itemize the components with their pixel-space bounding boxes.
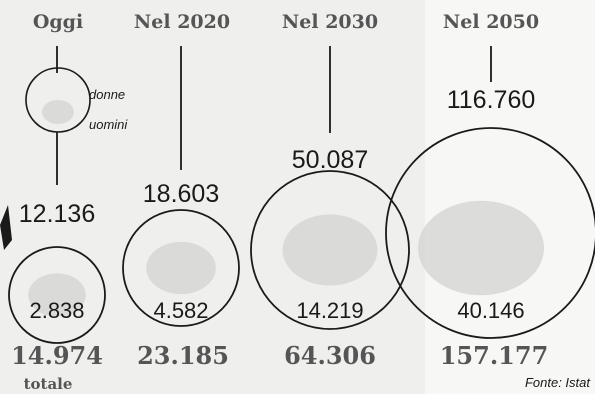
legend-male-label: uomini (89, 117, 128, 132)
female-value-0: 12.136 (19, 200, 95, 228)
legend-bubble (25, 67, 91, 133)
total-value-0: 14.974 (11, 341, 103, 370)
male-value-3: 40.146 (457, 298, 524, 323)
male-value-0: 2.838 (29, 298, 84, 323)
female-value-1: 18.603 (143, 180, 219, 208)
chart-column-2: 50.087 14.219 64.306 (250, 46, 410, 370)
column-header-2: Nel 2030 (282, 11, 378, 33)
male-value-1: 4.582 (153, 298, 208, 323)
chart-columns: 12.136 2.838 14.974 18.603 4.582 23.185 50.087… (8, 46, 595, 370)
torn-edge-shape (0, 205, 12, 250)
bubble-shading-3 (418, 200, 544, 296)
total-value-1: 23.185 (137, 341, 229, 370)
chart-column-0: 12.136 2.838 14.974 (8, 46, 106, 370)
chart-column-3: 116.760 40.146 157.177 (385, 46, 595, 370)
column-header-0: Oggi (33, 11, 83, 33)
column-header-1: Nel 2020 (134, 11, 230, 33)
bubble-shading-2 (282, 214, 378, 286)
column-headers: Oggi Nel 2020 Nel 2030 Nel 2050 (33, 11, 539, 33)
column-header-3: Nel 2050 (443, 11, 539, 33)
male-value-2: 14.219 (296, 298, 363, 323)
legend-bubble-shading (42, 100, 74, 124)
chart-column-1: 18.603 4.582 23.185 (122, 46, 240, 370)
bubble-shading-0 (28, 273, 86, 317)
total-caption: totale (24, 375, 73, 393)
bubble-2 (250, 170, 410, 330)
female-value-3: 116.760 (447, 86, 536, 114)
total-value-2: 64.306 (284, 341, 376, 370)
bubble-shading-1 (146, 241, 216, 295)
bubble-1 (122, 209, 240, 327)
bubble-3 (385, 127, 595, 339)
bubble-0 (8, 246, 106, 344)
total-value-3: 157.177 (440, 341, 549, 370)
legend-female-label: donne (89, 87, 125, 102)
female-value-2: 50.087 (292, 146, 368, 174)
light-panel (425, 0, 595, 394)
source-note: Fonte: Istat (525, 375, 591, 390)
